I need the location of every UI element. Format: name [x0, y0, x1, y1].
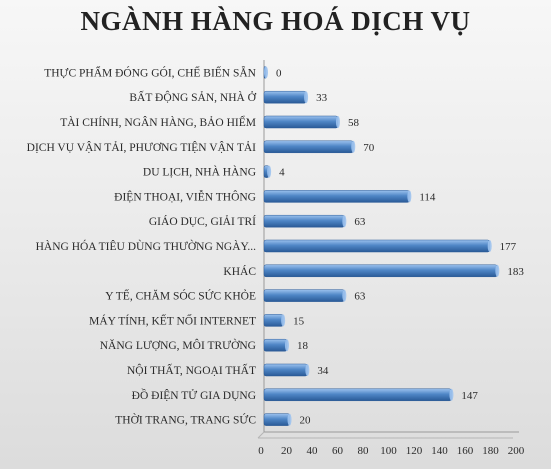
- x-tick-label: 0: [258, 445, 264, 457]
- category-label: HÀNG HÓA TIÊU DÙNG THƯỜNG NGÀY...: [36, 239, 257, 253]
- category-label: NỘI THẤT, NGOẠI THẤT: [127, 362, 256, 377]
- bar-cap: [335, 116, 340, 128]
- x-tick-label: 120: [406, 445, 423, 457]
- bar-cap: [342, 289, 347, 302]
- data-label: 114: [419, 191, 436, 203]
- bar: [263, 289, 345, 302]
- category-label: GIÁO DỤC, GIẢI TRÍ: [149, 214, 256, 228]
- data-label: 18: [297, 340, 309, 352]
- bar: [263, 90, 307, 104]
- category-label: KHÁC: [223, 264, 256, 278]
- category-label: MÁY TÍNH, KẾT NỐI INTERNET: [89, 312, 256, 327]
- bar-cap: [304, 91, 309, 104]
- data-label: 183: [507, 266, 524, 278]
- bar-cap: [351, 140, 356, 153]
- bar: [263, 413, 290, 426]
- x-tick-label: 180: [482, 445, 499, 457]
- data-label: 63: [354, 216, 366, 228]
- bar: [263, 264, 498, 278]
- category-label: DỊCH VỤ VẬN TẢI, PHƯƠNG TIỆN VẬN TẢI: [27, 140, 257, 154]
- category-label: THỜI TRANG, TRANG SỨC: [115, 413, 256, 427]
- data-label: 34: [317, 365, 329, 377]
- bar: [263, 214, 345, 228]
- x-tick-label: 40: [307, 445, 319, 457]
- bar: [263, 338, 288, 352]
- category-label: TÀI CHÍNH, NGÂN HÀNG, BẢO HIỂM: [60, 114, 256, 129]
- category-label: Y TẾ, CHĂM SÓC SỨC KHỎE: [105, 288, 256, 303]
- category-label: ĐỒ ĐIỆN TỬ GIA DỤNG: [132, 387, 256, 402]
- data-label: 20: [300, 415, 312, 427]
- category-label: NĂNG LƯỢNG, MÔI TRƯỜNG: [100, 338, 256, 352]
- category-label: THỰC PHẨM ĐÓNG GÓI, CHẾ BIẾN SẴN: [44, 64, 256, 79]
- x-tick-label: 100: [380, 445, 397, 457]
- bar-cap: [264, 66, 268, 79]
- bar: [263, 190, 410, 203]
- bar-cap: [487, 240, 492, 252]
- data-label: 58: [348, 117, 360, 129]
- data-label: 15: [293, 315, 305, 327]
- floor-corner: [257, 431, 265, 439]
- bar: [263, 239, 490, 253]
- bar-cap: [284, 339, 289, 352]
- bar-cap: [287, 413, 292, 426]
- bar: [263, 363, 308, 377]
- x-tick-label: 60: [332, 445, 344, 457]
- data-label: 70: [363, 142, 375, 154]
- bar-cap: [267, 165, 272, 178]
- chart-title: NGÀNH HÀNG HOÁ DỊCH VỤ: [80, 6, 471, 36]
- data-label: 147: [461, 390, 478, 402]
- bar: [263, 115, 339, 129]
- x-tick-label: 80: [358, 445, 370, 457]
- x-tick-label: 140: [431, 445, 448, 457]
- bar-cap: [342, 215, 347, 228]
- data-label: 4: [279, 167, 285, 179]
- bar: [263, 314, 284, 327]
- bar-cap: [495, 264, 500, 277]
- data-label: 177: [500, 241, 517, 253]
- bar: [263, 388, 452, 402]
- x-tick-label: 200: [508, 445, 525, 457]
- category-label: ĐIỆN THOẠI, VIỄN THÔNG: [114, 188, 256, 203]
- category-label: DU LỊCH, NHÀ HÀNG: [143, 165, 256, 179]
- bar-cap: [407, 190, 412, 203]
- bar-cap: [305, 364, 310, 376]
- bar-cap: [281, 314, 286, 327]
- x-tick-label: 160: [457, 445, 474, 457]
- data-label: 0: [276, 67, 282, 79]
- data-label: 63: [354, 291, 366, 303]
- bar-cap: [449, 388, 454, 401]
- bar: [263, 140, 354, 154]
- data-label: 33: [316, 92, 328, 104]
- x-tick-label: 20: [281, 445, 293, 457]
- category-label: BẤT ĐỘNG SẢN, NHÀ Ở: [129, 89, 256, 104]
